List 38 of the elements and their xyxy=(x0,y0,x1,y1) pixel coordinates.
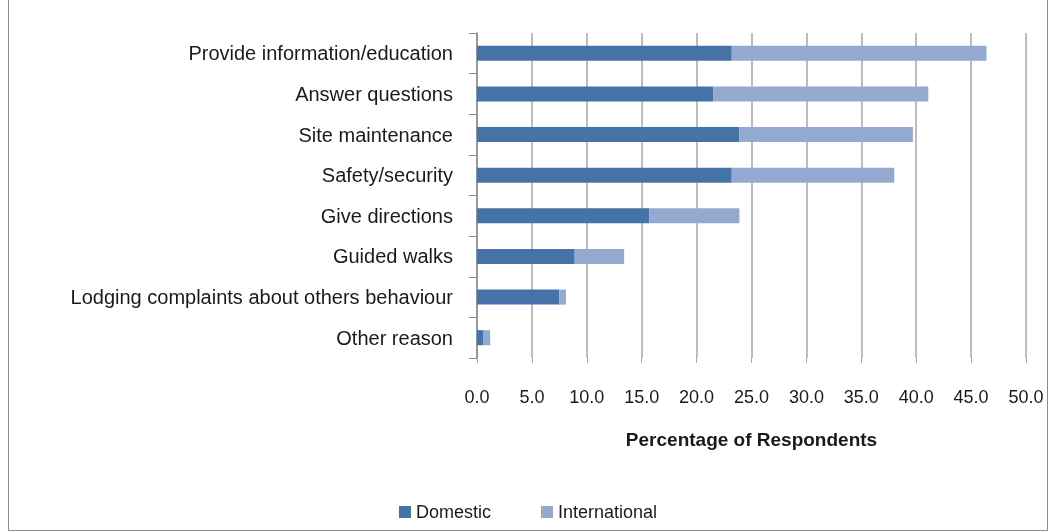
bar xyxy=(649,208,740,224)
y-tick-label: Guided walks xyxy=(332,245,453,268)
bar xyxy=(574,248,625,264)
x-tick-label: 5.0 xyxy=(519,387,545,407)
x-tick-label: 50.0 xyxy=(1008,387,1044,407)
x-tick-label: 0.0 xyxy=(464,387,490,407)
y-tick-label: Site maintenance xyxy=(298,123,453,146)
x-tick-label: 20.0 xyxy=(679,387,715,407)
x-tick-label: 45.0 xyxy=(953,387,989,407)
bar xyxy=(477,86,714,102)
bar xyxy=(713,86,929,102)
y-tick-label: Other reason xyxy=(336,326,453,349)
bar xyxy=(739,127,913,143)
x-tick-label: 15.0 xyxy=(624,387,660,407)
y-tick-label: Lodging complaints about others behaviour xyxy=(70,286,454,309)
bar xyxy=(731,167,895,183)
bar xyxy=(477,248,575,264)
x-tick-label: 10.0 xyxy=(569,387,605,407)
bar xyxy=(477,330,484,346)
y-tick-label: Provide information/education xyxy=(188,42,453,65)
y-tick-label: Give directions xyxy=(320,204,453,227)
bar xyxy=(477,45,732,61)
y-tick-label: Answer questions xyxy=(295,82,453,105)
y-tick-label: Safety/security xyxy=(321,164,453,187)
legend-label: International xyxy=(557,502,658,522)
x-tick-label: 25.0 xyxy=(733,387,770,407)
bar xyxy=(483,330,491,346)
bar xyxy=(477,289,560,305)
x-tick-label: 35.0 xyxy=(843,387,879,407)
x-axis-title: Percentage of Respondents xyxy=(625,429,878,450)
bar xyxy=(477,127,740,143)
x-tick-label: 40.0 xyxy=(898,387,934,407)
bar xyxy=(477,208,650,224)
bar xyxy=(731,45,987,61)
x-tick-label: 30.0 xyxy=(788,387,824,407)
bar xyxy=(559,289,566,305)
legend-label: Domestic xyxy=(415,502,491,522)
bar xyxy=(477,167,732,183)
